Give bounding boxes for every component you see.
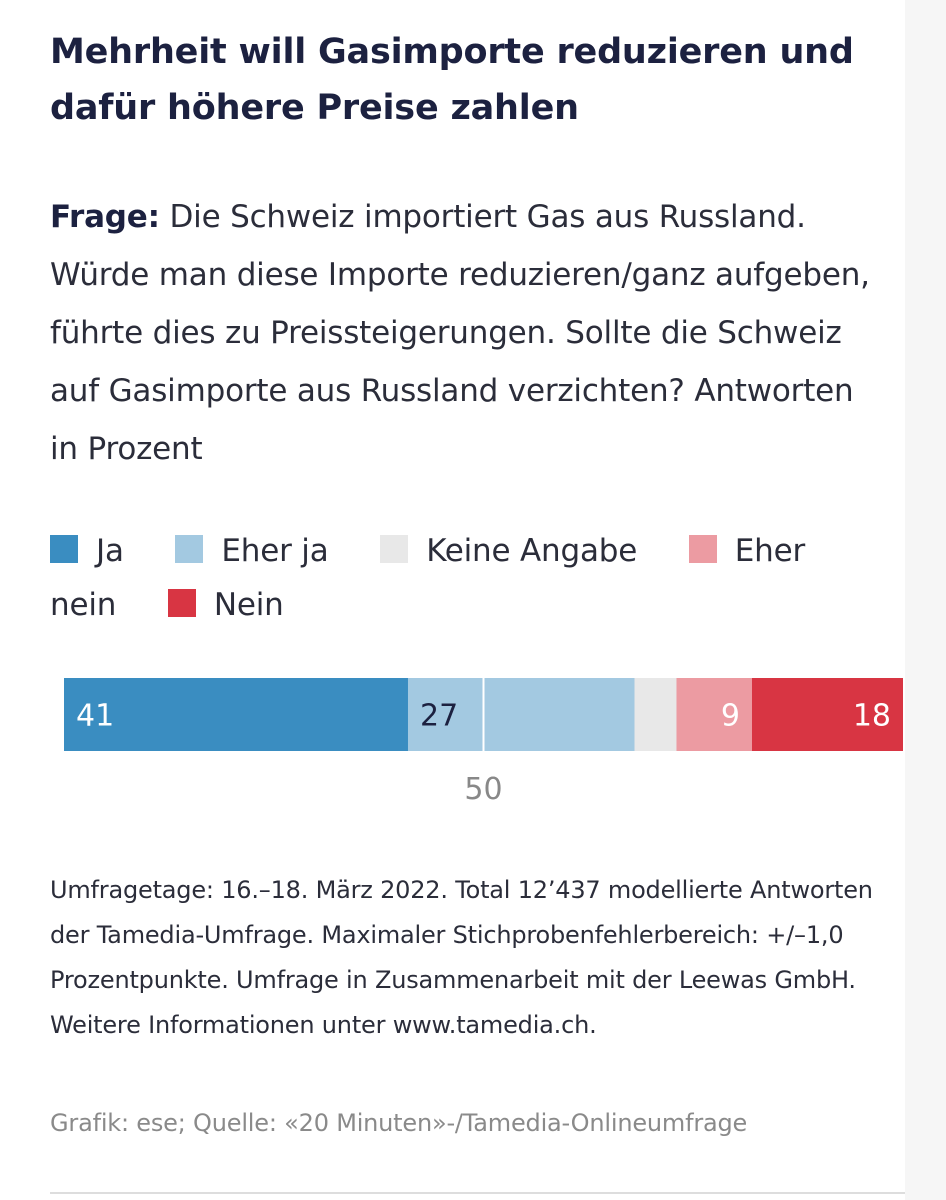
stacked-bar-chart: 41 27 9 18 50 [64, 678, 903, 807]
legend-swatch [50, 535, 78, 563]
legend-swatch [688, 535, 717, 563]
legend-label: Keine Angabe [426, 533, 638, 569]
legend-item-eher-nein: Eher nein [50, 533, 805, 623]
page-background-strip [905, 0, 946, 1200]
question-label: Frage: [50, 199, 160, 235]
survey-footnote: Umfragetage: 16.–18. März 2022. Total 12… [50, 876, 873, 1039]
bar-value-label: 18 [853, 699, 891, 734]
chart-legend: Ja Eher ja Keine Angabe Eher nein Nein [50, 524, 890, 632]
survey-question: Frage: Die Schweiz importiert Gas aus Ru… [50, 188, 890, 478]
legend-swatch [175, 535, 204, 563]
legend-label: Nein [213, 587, 284, 623]
legend-swatch [167, 589, 196, 617]
chart-title: Mehrheit will Gasimporte reduzieren und … [50, 32, 854, 128]
legend-swatch [380, 535, 409, 563]
bar-value-label: 41 [76, 699, 114, 734]
legend-label: Eher nein [50, 533, 806, 623]
bottom-divider [50, 1192, 905, 1194]
bar-value-label: 27 [420, 699, 458, 734]
question-text: Die Schweiz importiert Gas aus Russland.… [50, 199, 870, 467]
chart-card [0, 0, 905, 1200]
bar-segment-keine-angabe [634, 678, 677, 751]
legend-label: Ja [96, 533, 124, 569]
legend-item-eher-ja: Eher ja [175, 533, 329, 569]
legend-item-keine-angabe: Keine Angabe [380, 533, 637, 569]
chart-source: Grafik: ese; Quelle: «20 Minuten»-/Tamed… [50, 1109, 748, 1137]
legend-item-nein: Nein [167, 587, 284, 623]
axis-tick-label-50: 50 [464, 772, 502, 807]
bar-segment-nein [751, 678, 903, 751]
bar-segment-eher-ja [407, 678, 635, 751]
legend-item-ja: Ja [50, 533, 124, 569]
bar-segment-eher-nein [676, 678, 752, 751]
legend-label: Eher ja [221, 533, 329, 569]
bar-value-label: 9 [721, 699, 740, 734]
bar-segment-ja [64, 678, 408, 751]
